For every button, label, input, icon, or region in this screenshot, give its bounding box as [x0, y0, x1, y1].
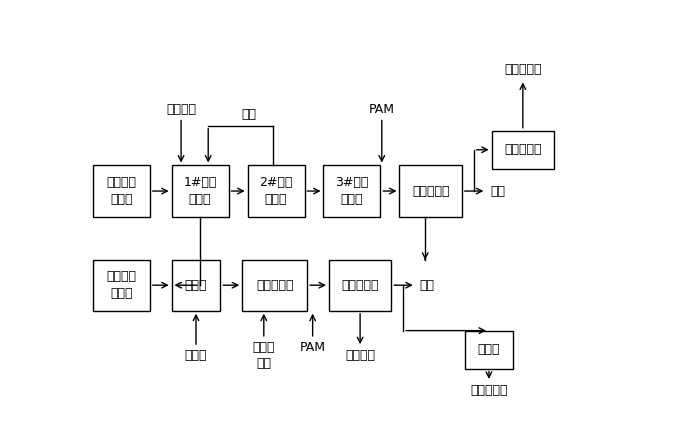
Text: 压滤机: 压滤机	[477, 343, 500, 356]
Text: 石膏浓密机: 石膏浓密机	[412, 184, 449, 197]
Text: PAM: PAM	[369, 103, 395, 116]
Text: 达标外排: 达标外排	[345, 349, 375, 362]
Bar	[93, 260, 150, 311]
Text: 白石膏外售: 白石膏外售	[504, 63, 542, 76]
Text: 石灰乳: 石灰乳	[185, 349, 207, 362]
Text: 中和池: 中和池	[185, 279, 207, 292]
Bar	[172, 166, 228, 217]
Bar	[329, 260, 391, 311]
Bar	[323, 166, 381, 217]
Text: 3#石膏
反应池: 3#石膏 反应池	[335, 176, 369, 206]
Text: 中性废水
调节池: 中性废水 调节池	[106, 270, 136, 300]
Text: 底流: 底流	[419, 279, 435, 292]
Text: 回流: 回流	[241, 108, 256, 121]
Text: PAM: PAM	[300, 341, 326, 353]
Text: 酸性废水
调节池: 酸性废水 调节池	[106, 176, 136, 206]
Bar	[242, 260, 307, 311]
Text: 平流沉淀池: 平流沉淀池	[342, 279, 379, 292]
Text: 曝气氧化池: 曝气氧化池	[256, 279, 293, 292]
Bar	[400, 166, 462, 217]
Text: 2#石膏
反应池: 2#石膏 反应池	[259, 176, 293, 206]
Bar	[465, 331, 513, 369]
Bar	[172, 260, 220, 311]
Text: 底流: 底流	[490, 184, 505, 197]
Text: 1#石膏
反应池: 1#石膏 反应池	[183, 176, 217, 206]
Bar	[491, 131, 554, 169]
Text: 鼓风机
曝气: 鼓风机 曝气	[253, 341, 275, 370]
Text: 黄石膏暂存: 黄石膏暂存	[470, 384, 508, 397]
Bar	[93, 166, 150, 217]
Text: 离心脱水机: 离心脱水机	[504, 143, 542, 156]
Bar	[248, 166, 304, 217]
Text: 石灰石乳: 石灰石乳	[166, 103, 196, 116]
